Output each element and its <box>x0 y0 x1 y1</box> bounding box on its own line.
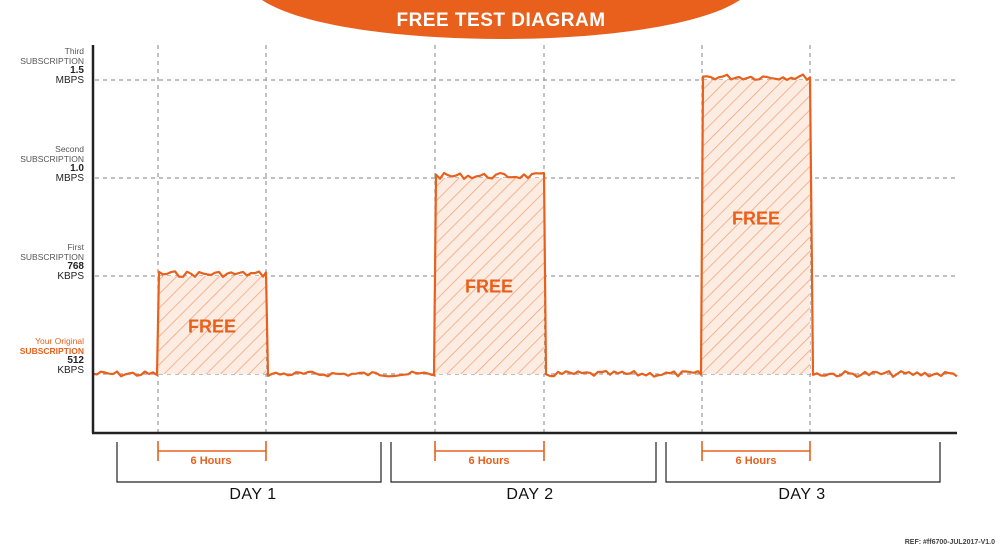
day-label-1: DAY 1 <box>229 486 277 503</box>
day-bracket-3 <box>665 442 941 483</box>
day-bracket-2 <box>390 442 657 483</box>
day-brackets <box>116 441 941 483</box>
level-label-third: Third SUBSCRIPTION 1.5 MBPS <box>20 46 84 86</box>
duration-label-day-1: 6 Hours <box>187 455 235 467</box>
free-block-day-3 <box>702 80 810 374</box>
title-banner <box>262 0 740 39</box>
duration-label-day-3: 6 Hours <box>732 455 780 467</box>
duration-label-day-2: 6 Hours <box>465 455 513 467</box>
free-blocks <box>158 80 810 374</box>
free-label-day-3: FREE <box>731 208 781 229</box>
level-label-first: First SUBSCRIPTION 768 KBPS <box>20 242 84 282</box>
day-label-3: DAY 3 <box>778 486 826 503</box>
level-label-second: Second SUBSCRIPTION 1.0 MBPS <box>20 144 84 184</box>
bandwidth-signal-line <box>92 73 958 378</box>
free-label-day-2: FREE <box>464 276 514 297</box>
day-label-2: DAY 2 <box>506 486 554 503</box>
free-label-day-1: FREE <box>187 316 237 337</box>
level-label-original: Your Original SUBSCRIPTION 512 KBPS <box>19 336 84 376</box>
diagram-title: FREE TEST DIAGRAM <box>396 10 606 31</box>
day-bracket-1 <box>116 442 382 483</box>
free-block-day-2 <box>435 178 544 374</box>
free-block-day-1 <box>158 276 266 374</box>
reference-code: REF: #ff6700-JUL2017-V1.0 <box>904 539 995 546</box>
